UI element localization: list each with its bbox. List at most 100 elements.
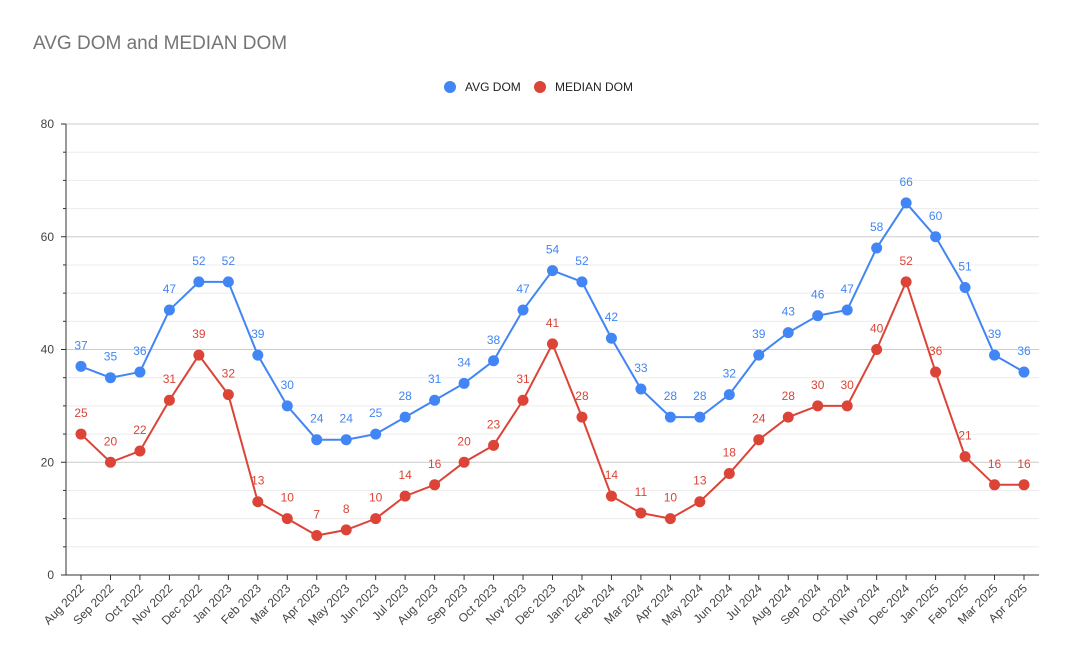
data-label: 10	[281, 491, 295, 505]
data-label: 66	[899, 175, 913, 189]
data-point	[723, 389, 735, 401]
data-label: 40	[870, 322, 884, 336]
data-label: 16	[428, 457, 442, 471]
data-point	[782, 411, 794, 423]
data-label: 34	[457, 355, 471, 369]
data-point	[311, 530, 323, 542]
data-point	[723, 468, 735, 480]
data-point	[399, 411, 411, 423]
data-point	[782, 327, 794, 339]
data-label: 30	[811, 378, 825, 392]
data-label: 30	[281, 378, 295, 392]
data-label: 32	[222, 367, 236, 381]
data-point	[281, 400, 293, 412]
data-label: 35	[104, 350, 118, 364]
data-label: 52	[192, 254, 206, 268]
data-point	[989, 349, 1001, 361]
data-point	[488, 355, 500, 367]
data-point	[370, 428, 382, 440]
data-label: 13	[693, 474, 707, 488]
data-label: 52	[575, 254, 589, 268]
data-label: 36	[133, 344, 147, 358]
data-point	[488, 439, 500, 451]
data-point	[281, 513, 293, 525]
data-point	[75, 360, 87, 372]
data-label: 47	[163, 282, 177, 296]
data-point	[694, 411, 706, 423]
data-point	[429, 479, 441, 491]
data-label: 31	[516, 372, 530, 386]
data-point	[547, 338, 558, 350]
data-point	[163, 304, 175, 316]
data-point	[75, 428, 87, 440]
data-point	[635, 383, 647, 395]
y-tick-label: 20	[41, 455, 55, 469]
data-point	[340, 434, 352, 446]
data-label: 31	[163, 372, 177, 386]
data-label: 39	[988, 327, 1002, 341]
data-label: 25	[74, 406, 88, 420]
data-point	[311, 434, 323, 446]
data-point	[1018, 366, 1030, 378]
data-label: 10	[369, 491, 383, 505]
data-label: 22	[133, 423, 147, 437]
data-label: 54	[546, 243, 560, 257]
data-label: 28	[575, 389, 589, 403]
data-label: 36	[1017, 344, 1031, 358]
data-label: 31	[428, 372, 442, 386]
data-label: 20	[104, 434, 118, 448]
data-label: 25	[369, 406, 383, 420]
data-label: 24	[752, 412, 766, 426]
data-point	[104, 456, 116, 468]
data-label: 16	[1017, 457, 1031, 471]
data-point	[547, 265, 558, 277]
data-label: 7	[313, 508, 320, 522]
data-point	[576, 276, 588, 288]
data-label: 14	[605, 468, 619, 482]
data-point	[458, 377, 470, 389]
y-tick-label: 0	[47, 568, 54, 582]
data-point	[340, 524, 352, 536]
data-point	[429, 394, 441, 406]
legend-marker	[534, 81, 546, 93]
data-label: 39	[251, 327, 265, 341]
data-point	[871, 242, 883, 254]
y-tick-label: 40	[41, 343, 55, 357]
legend-label: AVG DOM	[465, 80, 521, 94]
data-label: 21	[958, 429, 972, 443]
series: 37 35 36 47 52 52 39 30 24 24 25 28 31 34 38 47 54 52 42 33…	[74, 175, 1031, 542]
data-label: 28	[398, 389, 412, 403]
legend: AVG DOM MEDIAN DOM	[444, 80, 633, 94]
data-label: 28	[782, 389, 796, 403]
data-point	[900, 276, 912, 288]
data-label: 8	[343, 502, 350, 516]
series-avg-dom: 37 35 36 47 52 52 39 30 24 24 25 28 31 34 38 47 54 52 42 33…	[74, 175, 1031, 446]
data-point	[959, 281, 971, 293]
data-label: 10	[664, 491, 678, 505]
data-point	[930, 231, 942, 243]
data-point	[517, 304, 529, 316]
data-point	[605, 490, 617, 502]
data-point	[370, 513, 382, 525]
data-label: 47	[841, 282, 855, 296]
data-label: 38	[487, 333, 501, 347]
legend-label: MEDIAN DOM	[555, 80, 633, 94]
data-label: 28	[664, 389, 678, 403]
legend-item: MEDIAN DOM	[534, 80, 633, 94]
data-point	[930, 366, 942, 378]
data-label: 39	[752, 327, 766, 341]
data-label: 13	[251, 474, 265, 488]
data-label: 51	[958, 259, 972, 273]
data-label: 37	[74, 338, 88, 352]
data-point	[605, 332, 617, 344]
data-point	[576, 411, 588, 423]
chart-title: AVG DOM and MEDIAN DOM	[33, 33, 288, 54]
data-label: 30	[841, 378, 855, 392]
data-point	[989, 479, 1001, 491]
data-point	[664, 513, 676, 525]
data-point	[635, 507, 647, 519]
data-point	[812, 400, 824, 412]
data-point	[193, 349, 205, 361]
data-label: 39	[192, 327, 206, 341]
